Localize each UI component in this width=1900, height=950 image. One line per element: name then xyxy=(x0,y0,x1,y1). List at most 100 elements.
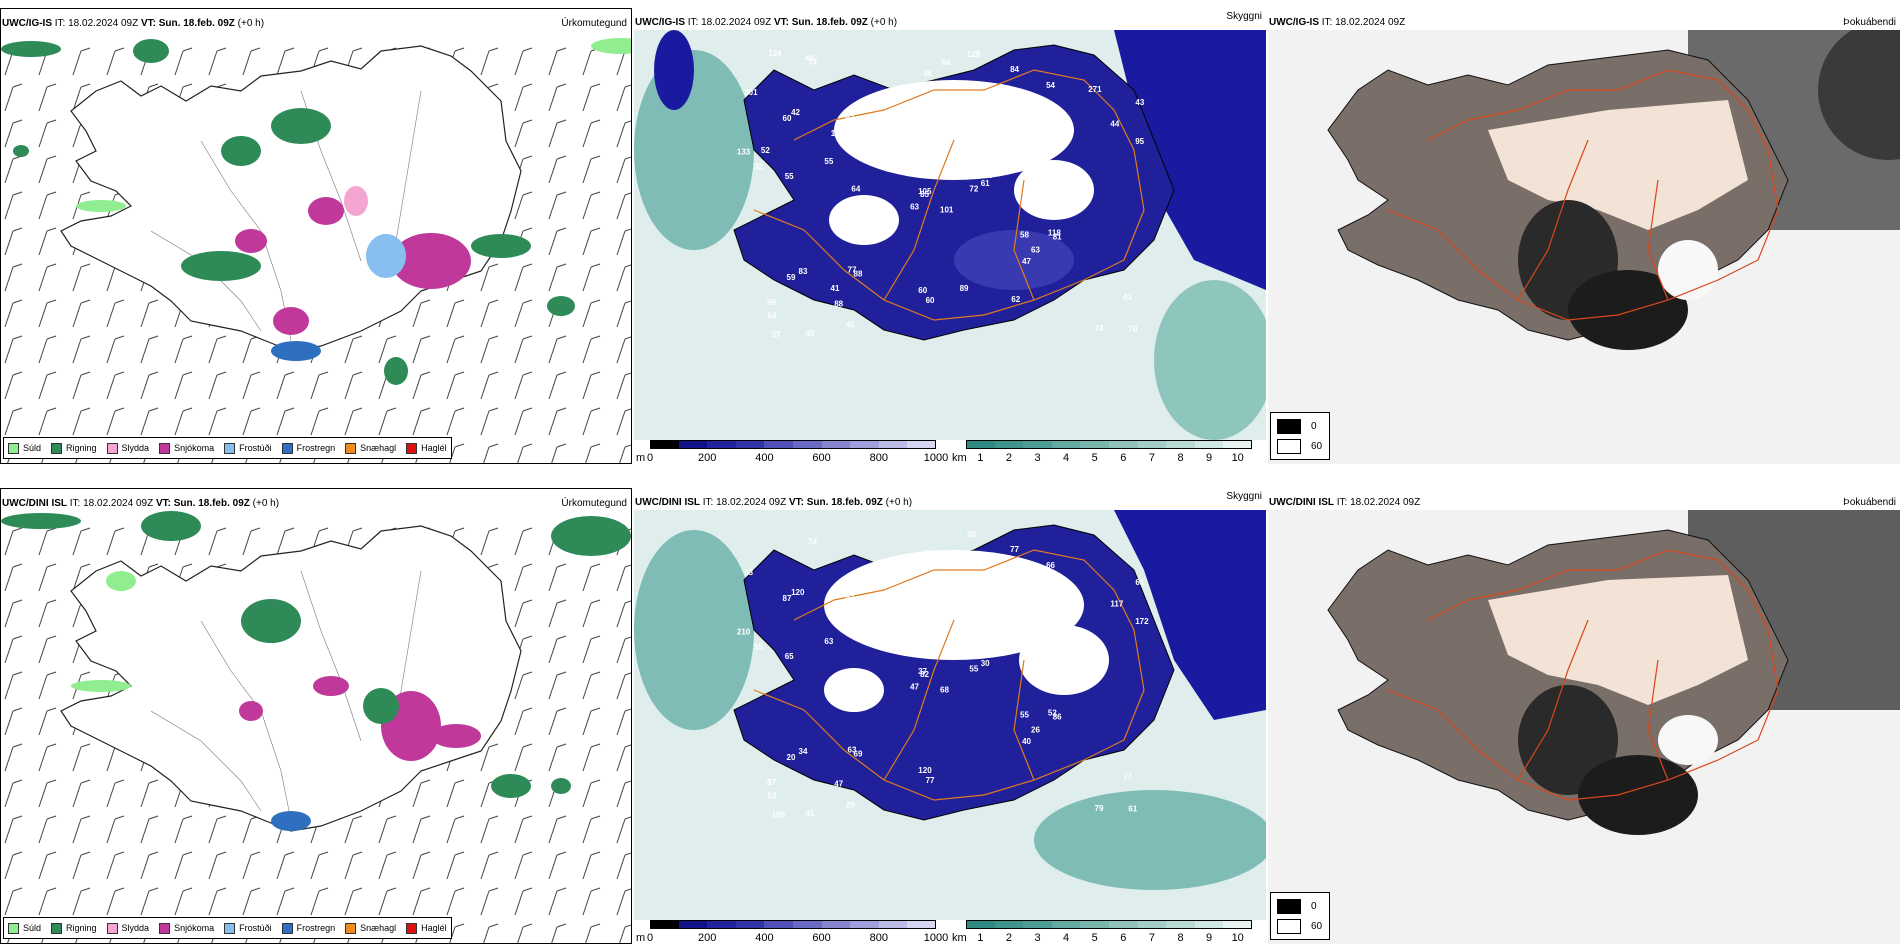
wind-barb-flag xyxy=(46,815,57,820)
wind-barb xyxy=(548,746,558,772)
wind-barb-flag xyxy=(148,83,159,88)
wind-barb xyxy=(480,266,490,292)
wind-barb-flag xyxy=(590,887,601,892)
wind-barb xyxy=(548,194,558,220)
wind-barb-flag xyxy=(556,443,567,448)
wind-barb xyxy=(514,746,524,772)
wind-barb xyxy=(514,602,524,628)
wind-barb-flag xyxy=(12,119,23,124)
fog-legend: 0 60 xyxy=(1270,412,1330,460)
wind-barb xyxy=(4,602,14,628)
visibility-value-label: 44 xyxy=(1110,120,1119,129)
wind-barb xyxy=(582,818,592,844)
visibility-value-label: 55 xyxy=(1020,711,1029,720)
visibility-value-label: 41 xyxy=(1123,293,1132,302)
wind-barb-flag xyxy=(46,263,57,268)
colorbar-tick: 600 xyxy=(812,932,831,944)
fog-legend-swatch xyxy=(1277,439,1301,454)
wind-barb-flag xyxy=(12,815,23,820)
wind-barb xyxy=(208,338,218,364)
wind-barb-flag xyxy=(46,671,57,676)
legend-label: Frostregn xyxy=(296,923,336,933)
wind-barb-flag xyxy=(454,779,465,784)
wind-barb-flag xyxy=(318,851,329,856)
wind-barb xyxy=(72,374,82,400)
wind-barb-flag xyxy=(80,815,91,820)
wind-barb-flag xyxy=(522,887,533,892)
wind-barb xyxy=(548,674,558,700)
wind-barb xyxy=(582,158,592,184)
wind-barb xyxy=(72,410,82,436)
legend-swatch xyxy=(8,922,19,934)
panel-visibility-dini: UWC/DINI ISL IT: 18.02.2024 09Z VT: Sun.… xyxy=(634,488,1266,944)
colorbar-segment xyxy=(907,440,937,449)
visibility-value-label: 301 xyxy=(744,88,758,97)
legend-item: Frostregn xyxy=(281,922,336,934)
visibility-value-label: 89 xyxy=(960,284,969,293)
wind-barb xyxy=(4,122,14,148)
panel-precip-type-igis: UWC/IG-IS IT: 18.02.2024 09Z VT: Sun. 18… xyxy=(0,8,632,464)
visibility-value-label: 41 xyxy=(806,809,815,818)
precip-map[interactable] xyxy=(1,31,631,463)
wind-barb xyxy=(517,446,524,463)
wind-barb xyxy=(480,50,490,76)
wind-barb xyxy=(38,638,48,664)
wind-barb-flag xyxy=(590,227,601,232)
wind-barb xyxy=(344,374,354,400)
wind-barb xyxy=(276,374,286,400)
wind-barb-flag xyxy=(114,779,125,784)
wind-barb-flag xyxy=(46,563,57,568)
colorbar-segment xyxy=(1223,440,1253,449)
legend-item: Frostregn xyxy=(281,442,335,454)
it-label: IT: xyxy=(54,18,66,29)
wind-barb xyxy=(582,566,592,592)
visibility-map[interactable]: 68 87 82 87 70 69 77 43 88 55 74 61 65 61 47 35 41 77 32 34… xyxy=(634,510,1266,944)
wind-barb-flag xyxy=(522,443,533,448)
wind-barb-flag xyxy=(556,815,567,820)
wind-barb-flag xyxy=(284,887,295,892)
visibility-value-label: 34 xyxy=(799,747,808,756)
colorbar-unit: m xyxy=(636,452,646,464)
wind-barb xyxy=(582,302,592,328)
wind-barb-flag xyxy=(624,600,631,604)
field-name: Úrkomutegund xyxy=(561,498,627,509)
wind-barb-flag xyxy=(12,191,23,196)
wind-barb xyxy=(378,410,388,436)
wind-barb-flag xyxy=(250,47,261,52)
wind-barb-flag xyxy=(148,371,159,376)
wind-barb xyxy=(514,122,524,148)
colorbar-tick: 1 xyxy=(977,452,984,464)
wind-barb-flag xyxy=(420,815,431,820)
fog-map-svg xyxy=(1268,510,1900,944)
wind-barb-flag xyxy=(522,155,533,160)
precip-map[interactable] xyxy=(1,511,631,943)
fog-legend-swatch xyxy=(1277,899,1301,914)
wind-barb xyxy=(619,446,626,463)
wind-barb-flag xyxy=(148,563,159,568)
wind-barb xyxy=(514,302,524,328)
visibility-value-label: 172 xyxy=(1135,617,1149,626)
wind-barb-flag xyxy=(590,707,601,712)
legend-label: Rigning xyxy=(66,443,97,453)
visibility-value-label: 63 xyxy=(824,637,833,646)
visibility-value-label: 70 xyxy=(982,642,991,651)
visibility-value-label: 117 xyxy=(1110,600,1123,609)
visibility-map[interactable]: 101 60 85 96 104 88 84 72 58 72 73 70 55 43 63 53 49 54 68… xyxy=(634,30,1266,464)
fog-map[interactable] xyxy=(1268,510,1900,944)
wind-barb xyxy=(582,602,592,628)
wind-barb-flag xyxy=(386,887,397,892)
wind-barb xyxy=(616,674,626,700)
vt-label: VT: xyxy=(773,17,789,28)
fog-map[interactable] xyxy=(1268,30,1900,464)
colorbar-frame xyxy=(650,440,936,449)
visibility-value-label: 42 xyxy=(791,108,800,117)
wind-barb-flag xyxy=(114,335,125,340)
field-name: Þokuábendi xyxy=(1843,497,1896,508)
colorbar-tick: 0 xyxy=(646,932,654,944)
wind-barb-flag xyxy=(12,779,23,784)
precip-areas xyxy=(1,38,631,385)
fog-legend-swatch xyxy=(1277,919,1301,934)
visibility-map-svg: 68 87 82 87 70 69 77 43 88 55 74 61 65 61 47 35 41 77 32 34… xyxy=(634,510,1266,920)
wind-barb xyxy=(72,566,82,592)
visibility-value-label: 30 xyxy=(981,659,990,668)
